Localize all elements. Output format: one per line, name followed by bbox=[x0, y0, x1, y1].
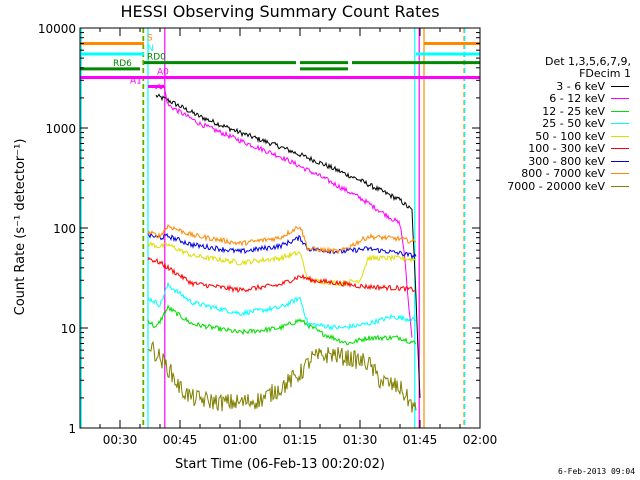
state-bar-label: S bbox=[147, 33, 153, 43]
state-bar-label: RD6 bbox=[113, 59, 132, 69]
legend-swatch bbox=[611, 123, 629, 125]
legend-item: 50 - 100 keV bbox=[505, 130, 637, 143]
x-tick-label: 00:45 bbox=[163, 433, 198, 447]
state-bar-label: A1 bbox=[130, 77, 142, 87]
legend-swatch bbox=[611, 185, 629, 187]
series-line-800-7000-kev bbox=[147, 223, 417, 255]
legend-item: 12 - 25 keV bbox=[505, 105, 637, 118]
x-tick-label: 01:30 bbox=[343, 433, 378, 447]
y-tick-label: 1 bbox=[68, 422, 76, 436]
x-tick-label: 00:30 bbox=[103, 433, 138, 447]
series-line-12-25-kev bbox=[147, 304, 417, 346]
legend-item: 6 - 12 keV bbox=[505, 92, 637, 106]
legend-swatch bbox=[611, 110, 629, 112]
legend-swatch bbox=[611, 135, 629, 137]
legend: Det 1,3,5,6,7,9, FDecim 1 3 - 6 keV 6 - 1… bbox=[505, 56, 637, 193]
series-line-300-800-kev bbox=[147, 231, 417, 260]
legend-label: 50 - 100 keV bbox=[535, 129, 605, 143]
series-line-50-100-kev bbox=[147, 241, 417, 288]
timestamp: 6-Feb-2013 09:04 bbox=[558, 467, 636, 476]
legend-title-line-2: FDecim 1 bbox=[579, 67, 631, 80]
legend-item: 800 - 7000 keV bbox=[505, 167, 637, 181]
series-line-7000-20000-kev bbox=[147, 340, 417, 413]
chart-title: HESSI Observing Summary Count Rates bbox=[120, 2, 439, 21]
legend-label: 300 - 800 keV bbox=[528, 154, 605, 168]
y-tick-label: 10 bbox=[61, 322, 76, 336]
legend-swatch bbox=[611, 173, 629, 175]
x-tick-label: 01:15 bbox=[283, 433, 318, 447]
legend-title-line-1: Det 1,3,5,6,7,9, bbox=[544, 55, 631, 68]
y-tick-label: 10000 bbox=[38, 22, 76, 36]
legend-label: 3 - 6 keV bbox=[556, 79, 605, 93]
legend-item: 3 - 6 keV bbox=[505, 80, 637, 93]
x-axis-label: Start Time (06-Feb-13 00:20:02) bbox=[175, 457, 385, 472]
plot-frame bbox=[79, 27, 481, 429]
series-line-6-12-kev bbox=[151, 83, 413, 338]
legend-label: 7000 - 20000 keV bbox=[507, 179, 605, 193]
y-tick-label: 100 bbox=[53, 222, 76, 236]
legend-swatch bbox=[611, 148, 629, 150]
legend-item: 300 - 800 keV bbox=[505, 155, 637, 168]
series-line-25-50-kev bbox=[147, 282, 417, 331]
x-tick-label: 01:00 bbox=[223, 433, 258, 447]
legend-label: 6 - 12 keV bbox=[549, 92, 605, 106]
legend-item: 100 - 300 keV bbox=[505, 142, 637, 156]
y-axis-label: Count Rate (s⁻¹ detector⁻¹) bbox=[13, 139, 28, 316]
series-line-3-6-kev bbox=[155, 93, 421, 398]
y-tick-label: 1000 bbox=[45, 122, 76, 136]
legend-swatch bbox=[611, 85, 629, 87]
legend-label: 12 - 25 keV bbox=[542, 104, 605, 118]
series-line-100-300-kev bbox=[147, 256, 417, 294]
state-bar-label: RD0 bbox=[147, 53, 166, 63]
state-bar-label: N bbox=[147, 44, 154, 54]
legend-label: 25 - 50 keV bbox=[542, 117, 605, 131]
legend-item: 7000 - 20000 keV bbox=[505, 180, 637, 193]
x-tick-label: 01:45 bbox=[403, 433, 438, 447]
legend-label: 100 - 300 keV bbox=[528, 142, 605, 156]
legend-swatch bbox=[611, 160, 629, 162]
x-tick-label: 02:00 bbox=[463, 433, 498, 447]
legend-label: 800 - 7000 keV bbox=[521, 167, 605, 181]
legend-item: 25 - 50 keV bbox=[505, 117, 637, 131]
state-bar-label: A0 bbox=[157, 67, 169, 77]
legend-swatch bbox=[611, 98, 629, 100]
